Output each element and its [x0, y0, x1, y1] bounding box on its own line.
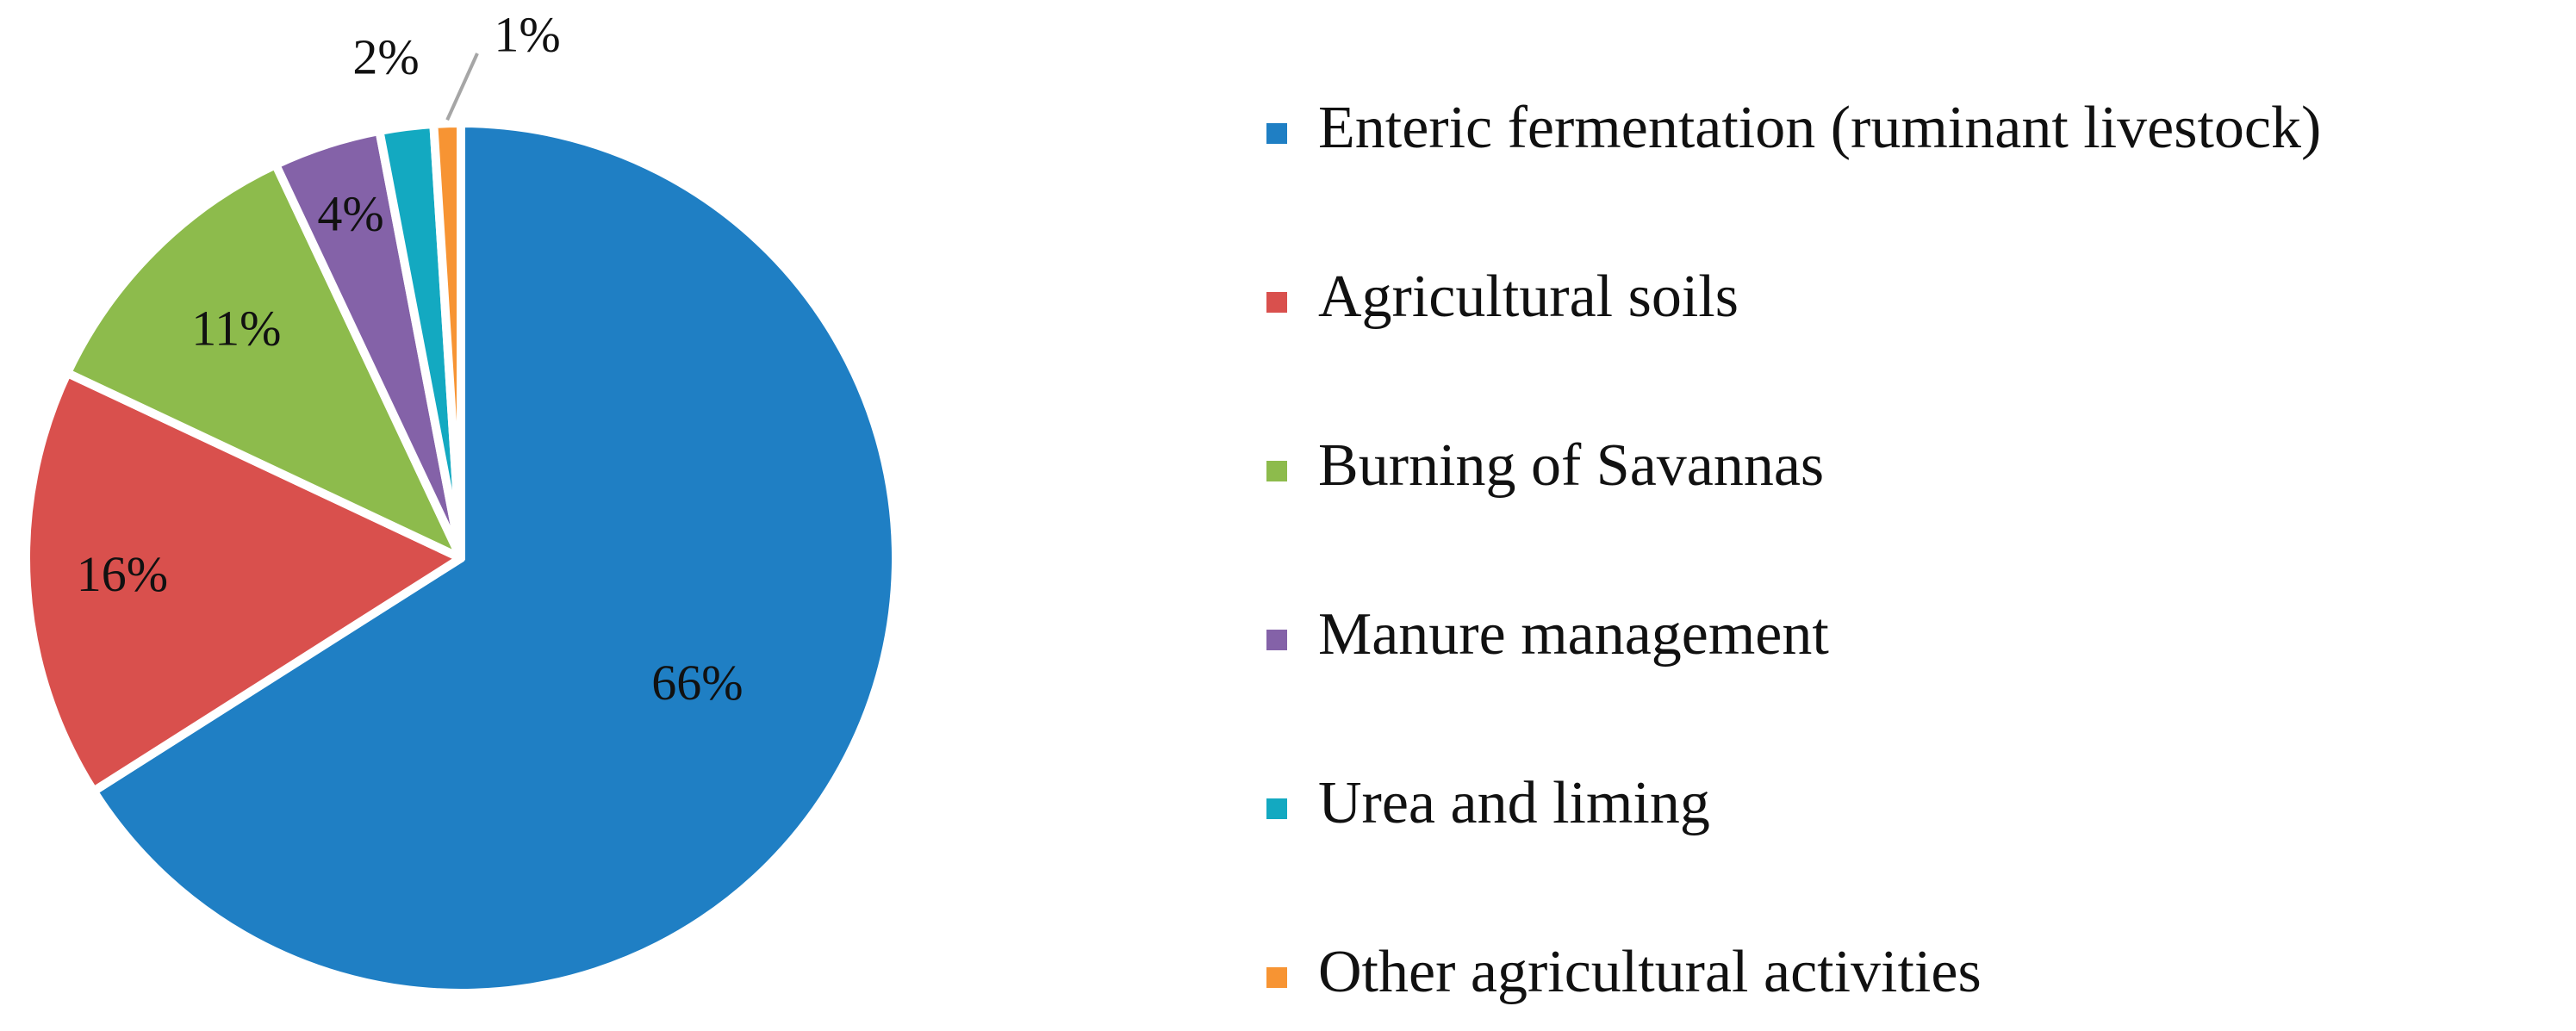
pie-slice-other-agricultural-activities: [429, 119, 465, 562]
data-label-urea-and-liming: 2%: [352, 28, 419, 84]
legend-swatch-burning-of-savannas: [1266, 461, 1287, 481]
leader-lines: [445, 53, 479, 121]
data-label-other-agricultural-activities: 1%: [494, 6, 560, 62]
legend-swatch-urea-and-liming: [1266, 798, 1287, 819]
legend-label-agricultural-soils: Agricultural soils: [1318, 264, 1739, 330]
data-labels: 66% 16% 11% 4% 2% 1%: [77, 6, 744, 711]
data-label-enteric-fermentation-ruminant-livestock: 66%: [651, 655, 743, 711]
leader-line-other-agricultural-activities: [445, 53, 479, 121]
legend-label-burning-of-savannas: Burning of Savannas: [1318, 432, 1824, 499]
legend-label-manure-management: Manure management: [1318, 601, 1829, 668]
pie-slice-burning-of-savannas: [63, 160, 465, 562]
legend-label-urea-and-liming: Urea and liming: [1318, 770, 1710, 836]
legend: Enteric fermentation (ruminant livestock…: [1266, 95, 2321, 1005]
data-label-manure-management: 4%: [317, 185, 383, 241]
data-label-agricultural-soils: 16%: [77, 546, 168, 602]
legend-swatch-manure-management: [1266, 630, 1287, 650]
data-label-burning-of-savannas: 11%: [191, 301, 281, 357]
pie-slice-enteric-fermentation-ruminant-livestock: [89, 119, 900, 997]
pie-slices: [22, 119, 900, 997]
legend-swatch-enteric-fermentation-ruminant-livestock: [1266, 123, 1287, 144]
legend-label-enteric-fermentation-ruminant-livestock: Enteric fermentation (ruminant livestock…: [1318, 95, 2321, 161]
pie-slice-agricultural-soils: [22, 368, 465, 796]
legend-swatch-other-agricultural-activities: [1266, 967, 1287, 988]
legend-swatch-agricultural-soils: [1266, 292, 1287, 313]
legend-label-other-agricultural-activities: Other agricultural activities: [1318, 939, 1982, 1005]
